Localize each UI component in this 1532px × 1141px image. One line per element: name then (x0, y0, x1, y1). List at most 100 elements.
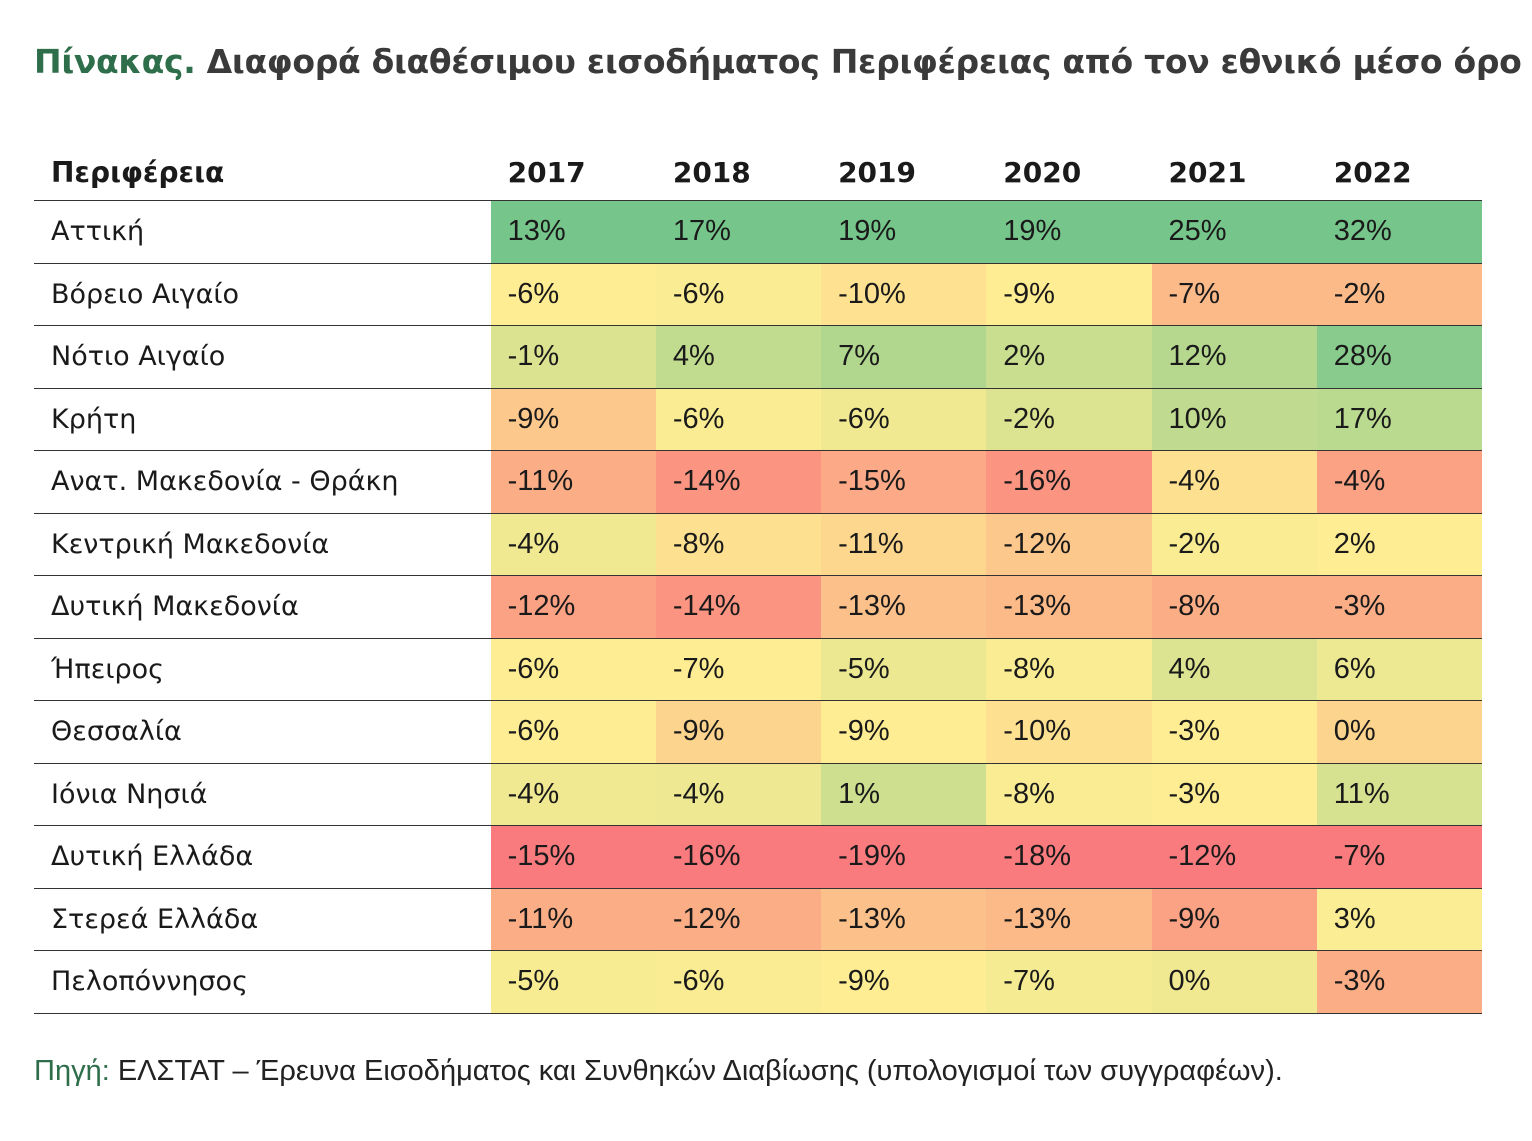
value-cell: -16% (986, 450, 1152, 513)
value-cell: -2% (986, 388, 1152, 451)
value-cell: -11% (490, 888, 656, 951)
value-cell: -8% (655, 513, 822, 576)
value-cell: 3% (1316, 888, 1482, 951)
value-cell: -10% (821, 263, 987, 326)
region-name: Δυτική Μακεδονία (51, 591, 299, 623)
header-year: 2022 (1333, 156, 1412, 189)
value-cell: -2% (1151, 513, 1317, 576)
value-cell: -3% (1151, 700, 1317, 763)
table-row: Δυτική Μακεδονία -12% -14% -13% -13% -8% -3% (34, 575, 1482, 638)
title-lead: Πίνακας. (34, 42, 196, 81)
table-row: Κρήτη -9% -6% -6% -2% 10% 17% (34, 388, 1482, 451)
header-year: 2021 (1168, 156, 1247, 189)
value-cell: -15% (821, 450, 987, 513)
table-row: Ανατ. Μακεδονία - Θράκη -11% -14% -15% -16% -… (34, 450, 1482, 513)
value-cell: -7% (1316, 825, 1482, 888)
value-cell: -6% (655, 950, 822, 1013)
region-name: Στερεά Ελλάδα (51, 903, 259, 935)
value-cell: -9% (986, 263, 1152, 326)
region-name: Πελοπόννησος (51, 966, 248, 998)
value-cell: -6% (490, 263, 656, 326)
income-difference-table: Περιφέρεια 2017 2018 2019 2020 2021 2022 Αττι… (34, 145, 1482, 1014)
value-cell: 10% (1151, 388, 1317, 451)
table-title: Πίνακας. Διαφορά διαθέσιμου εισοδήματος … (34, 42, 1522, 81)
value-cell: -12% (490, 575, 656, 638)
value-cell: -3% (1316, 575, 1482, 638)
table-row: Αττική 13% 17% 19% 19% 25% 32% (34, 200, 1482, 263)
table-row: Κεντρική Μακεδονία -4% -8% -11% -12% -2% 2% (34, 513, 1482, 576)
value-cell: -5% (490, 950, 656, 1013)
table-row: Δυτική Ελλάδα -15% -16% -19% -18% -12% -7% (34, 825, 1482, 888)
table-row: Στερεά Ελλάδα -11% -12% -13% -13% -9% 3% (34, 888, 1482, 951)
value-cell: 11% (1316, 763, 1482, 826)
source-label: Πηγή: (34, 1055, 110, 1087)
value-cell: -4% (490, 513, 656, 576)
header-year: 2019 (838, 156, 916, 189)
table-row: Νότιο Αιγαίο -1% 4% 7% 2% 12% 28% (34, 325, 1482, 388)
value-cell: -9% (1151, 888, 1317, 951)
value-cell: -7% (986, 950, 1152, 1013)
source-note: Πηγή: ΕΛΣΤΑΤ – Έρευνα Εισοδήματος και Συ… (34, 1055, 1283, 1088)
region-name: Κρήτη (51, 403, 137, 435)
value-cell: -6% (490, 638, 656, 701)
header-year: 2017 (507, 156, 586, 189)
table-row: Θεσσαλία -6% -9% -9% -10% -3% 0% (34, 700, 1482, 763)
region-name: Ιόνια Νησιά (51, 778, 208, 810)
value-cell: 2% (986, 325, 1152, 388)
value-cell: -11% (821, 513, 987, 576)
region-name: Θεσσαλία (51, 716, 182, 748)
region-name: Ανατ. Μακεδονία - Θράκη (51, 466, 399, 498)
value-cell: -10% (986, 700, 1152, 763)
value-cell: 4% (1151, 638, 1317, 701)
value-cell: -6% (490, 700, 656, 763)
value-cell: 19% (821, 200, 987, 263)
value-cell: 1% (821, 763, 987, 826)
table-row: Βόρειο Αιγαίο -6% -6% -10% -9% -7% -2% (34, 263, 1482, 326)
value-cell: -4% (1151, 450, 1317, 513)
value-cell: 17% (655, 200, 822, 263)
header-year: 2020 (1003, 156, 1082, 189)
value-cell: -13% (821, 888, 987, 951)
value-cell: -6% (655, 388, 822, 451)
region-name: Βόρειο Αιγαίο (51, 278, 240, 310)
value-cell: -4% (490, 763, 656, 826)
source-text: ΕΛΣΤΑΤ – Έρευνα Εισοδήματος και Συνθηκών… (109, 1055, 1283, 1087)
value-cell: -9% (655, 700, 822, 763)
value-cell: 17% (1316, 388, 1482, 451)
table-row: Ιόνια Νησιά -4% -4% 1% -8% -3% 11% (34, 763, 1482, 826)
value-cell: -3% (1151, 763, 1317, 826)
value-cell: 32% (1316, 200, 1482, 263)
table-row: Ήπειρος -6% -7% -5% -8% 4% 6% (34, 638, 1482, 701)
region-name: Δυτική Ελλάδα (51, 841, 254, 873)
value-cell: -11% (490, 450, 656, 513)
region-name: Νότιο Αιγαίο (51, 341, 226, 373)
region-name: Κεντρική Μακεδονία (51, 528, 330, 560)
value-cell: 19% (986, 200, 1152, 263)
value-cell: -6% (655, 263, 822, 326)
title-text: Διαφορά διαθέσιμου εισοδήματος Περιφέρει… (195, 42, 1522, 81)
value-cell: -12% (986, 513, 1152, 576)
header-row: Περιφέρεια 2017 2018 2019 2020 2021 2022 (34, 145, 1482, 201)
value-cell: 25% (1151, 200, 1317, 263)
table-row: Πελοπόννησος -5% -6% -9% -7% 0% -3% (34, 950, 1482, 1013)
value-cell: 12% (1151, 325, 1317, 388)
value-cell: 13% (490, 200, 656, 263)
value-cell: -14% (655, 450, 822, 513)
value-cell: -9% (821, 700, 987, 763)
value-cell: -5% (821, 638, 987, 701)
value-cell: -8% (986, 638, 1152, 701)
value-cell: -12% (1151, 825, 1317, 888)
value-cell: -18% (986, 825, 1152, 888)
value-cell: 0% (1151, 950, 1317, 1013)
value-cell: -7% (1151, 263, 1317, 326)
value-cell: -7% (655, 638, 822, 701)
value-cell: -16% (655, 825, 822, 888)
value-cell: -6% (821, 388, 987, 451)
value-cell: -9% (821, 950, 987, 1013)
value-cell: -13% (986, 888, 1152, 951)
value-cell: -8% (1151, 575, 1317, 638)
value-cell: 7% (821, 325, 987, 388)
value-cell: -3% (1316, 950, 1482, 1013)
value-cell: -4% (1316, 450, 1482, 513)
value-cell: -14% (655, 575, 822, 638)
